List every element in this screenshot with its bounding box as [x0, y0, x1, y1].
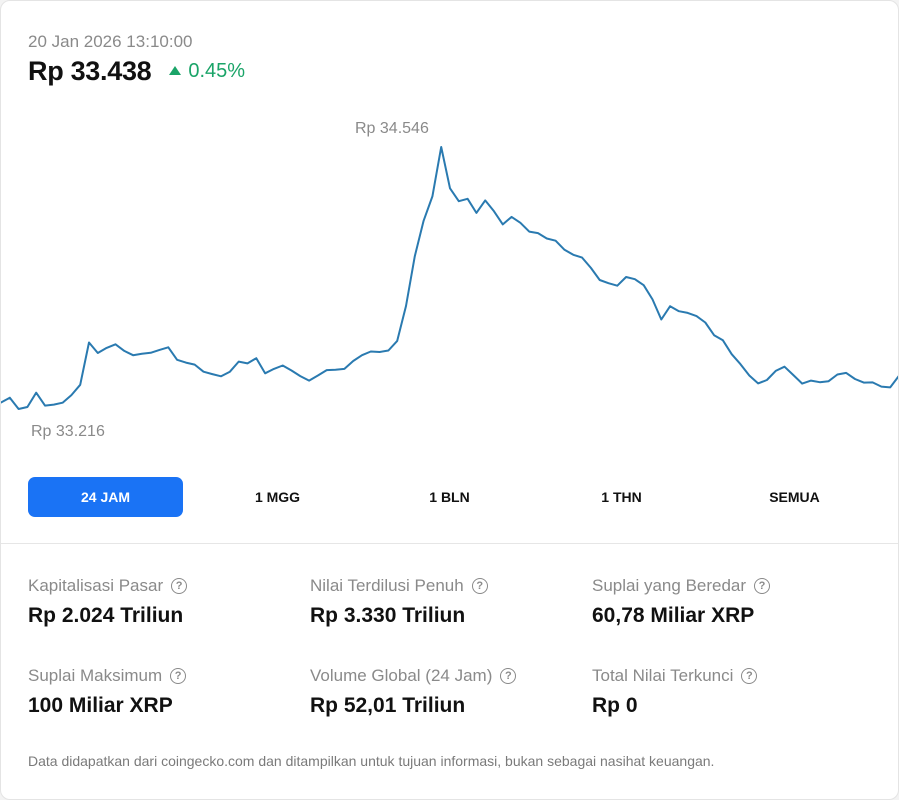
- disclaimer-footnote: Data didapatkan dari coingecko.com dan d…: [28, 753, 715, 769]
- stat-value: 60,78 Miliar XRP: [592, 604, 755, 627]
- help-icon[interactable]: ?: [754, 578, 771, 594]
- stat-circulating-supply: Suplai yang Beredar? 60,78 Miliar XRP: [592, 576, 771, 628]
- chart-low-label: Rp 33.216: [31, 423, 105, 440]
- stat-max-supply: Suplai Maksimum? 100 Miliar XRP: [28, 666, 187, 718]
- stat-label: Volume Global (24 Jam)?: [310, 666, 517, 686]
- stat-value: Rp 3.330 Triliun: [310, 604, 466, 627]
- stat-label: Kapitalisasi Pasar?: [28, 576, 188, 596]
- stat-total-value-locked: Total Nilai Terkunci? Rp 0: [592, 666, 758, 718]
- price-change-value: 0.45%: [188, 60, 246, 82]
- help-icon[interactable]: ?: [471, 578, 488, 594]
- help-icon[interactable]: ?: [500, 668, 517, 684]
- stat-value: 100 Miliar XRP: [28, 694, 173, 717]
- tab-1-mgg[interactable]: 1 MGG: [254, 489, 301, 505]
- stat-label: Nilai Terdilusi Penuh?: [310, 576, 488, 596]
- stat-value: Rp 2.024 Triliun: [28, 604, 184, 627]
- stat-label: Suplai Maksimum?: [28, 666, 187, 686]
- stat-label: Total Nilai Terkunci?: [592, 666, 758, 686]
- stat-label-text: Total Nilai Terkunci: [592, 666, 734, 685]
- tab-24-jam[interactable]: 24 JAM: [28, 477, 183, 517]
- stat-value: Rp 0: [592, 694, 638, 717]
- help-icon[interactable]: ?: [171, 578, 188, 594]
- price-timestamp: 20 Jan 2026 13:10:00: [28, 32, 193, 51]
- price-line: [1, 146, 898, 410]
- stat-label-text: Suplai yang Beredar: [592, 576, 747, 595]
- stat-label-text: Nilai Terdilusi Penuh: [310, 576, 464, 595]
- chart-high-label: Rp 34.546: [355, 120, 429, 137]
- stat-global-volume: Volume Global (24 Jam)? Rp 52,01 Triliun: [310, 666, 517, 718]
- stat-label: Suplai yang Beredar?: [592, 576, 771, 596]
- price-row: Rp 33.438 0.45%: [28, 56, 245, 87]
- range-tabs: 24 JAM 1 MGG 1 BLN 1 THN SEMUA: [28, 477, 883, 517]
- tab-1-bln[interactable]: 1 BLN: [429, 489, 470, 505]
- stat-fully-diluted: Nilai Terdilusi Penuh? Rp 3.330 Triliun: [310, 576, 488, 628]
- stat-label-text: Volume Global (24 Jam): [310, 666, 493, 685]
- stat-market-cap: Kapitalisasi Pasar? Rp 2.024 Triliun: [28, 576, 188, 628]
- price-chart[interactable]: [1, 101, 899, 421]
- price-change: 0.45%: [169, 60, 245, 83]
- up-triangle-icon: [169, 66, 182, 75]
- section-divider: [1, 543, 898, 544]
- tab-1-thn[interactable]: 1 THN: [601, 489, 642, 505]
- help-icon[interactable]: ?: [741, 668, 758, 684]
- stat-label-text: Suplai Maksimum: [28, 666, 163, 685]
- tab-semua[interactable]: SEMUA: [769, 489, 820, 505]
- help-icon[interactable]: ?: [170, 668, 187, 684]
- current-price: Rp 33.438: [28, 56, 152, 86]
- stat-label-text: Kapitalisasi Pasar: [28, 576, 164, 595]
- stat-value: Rp 52,01 Triliun: [310, 694, 466, 717]
